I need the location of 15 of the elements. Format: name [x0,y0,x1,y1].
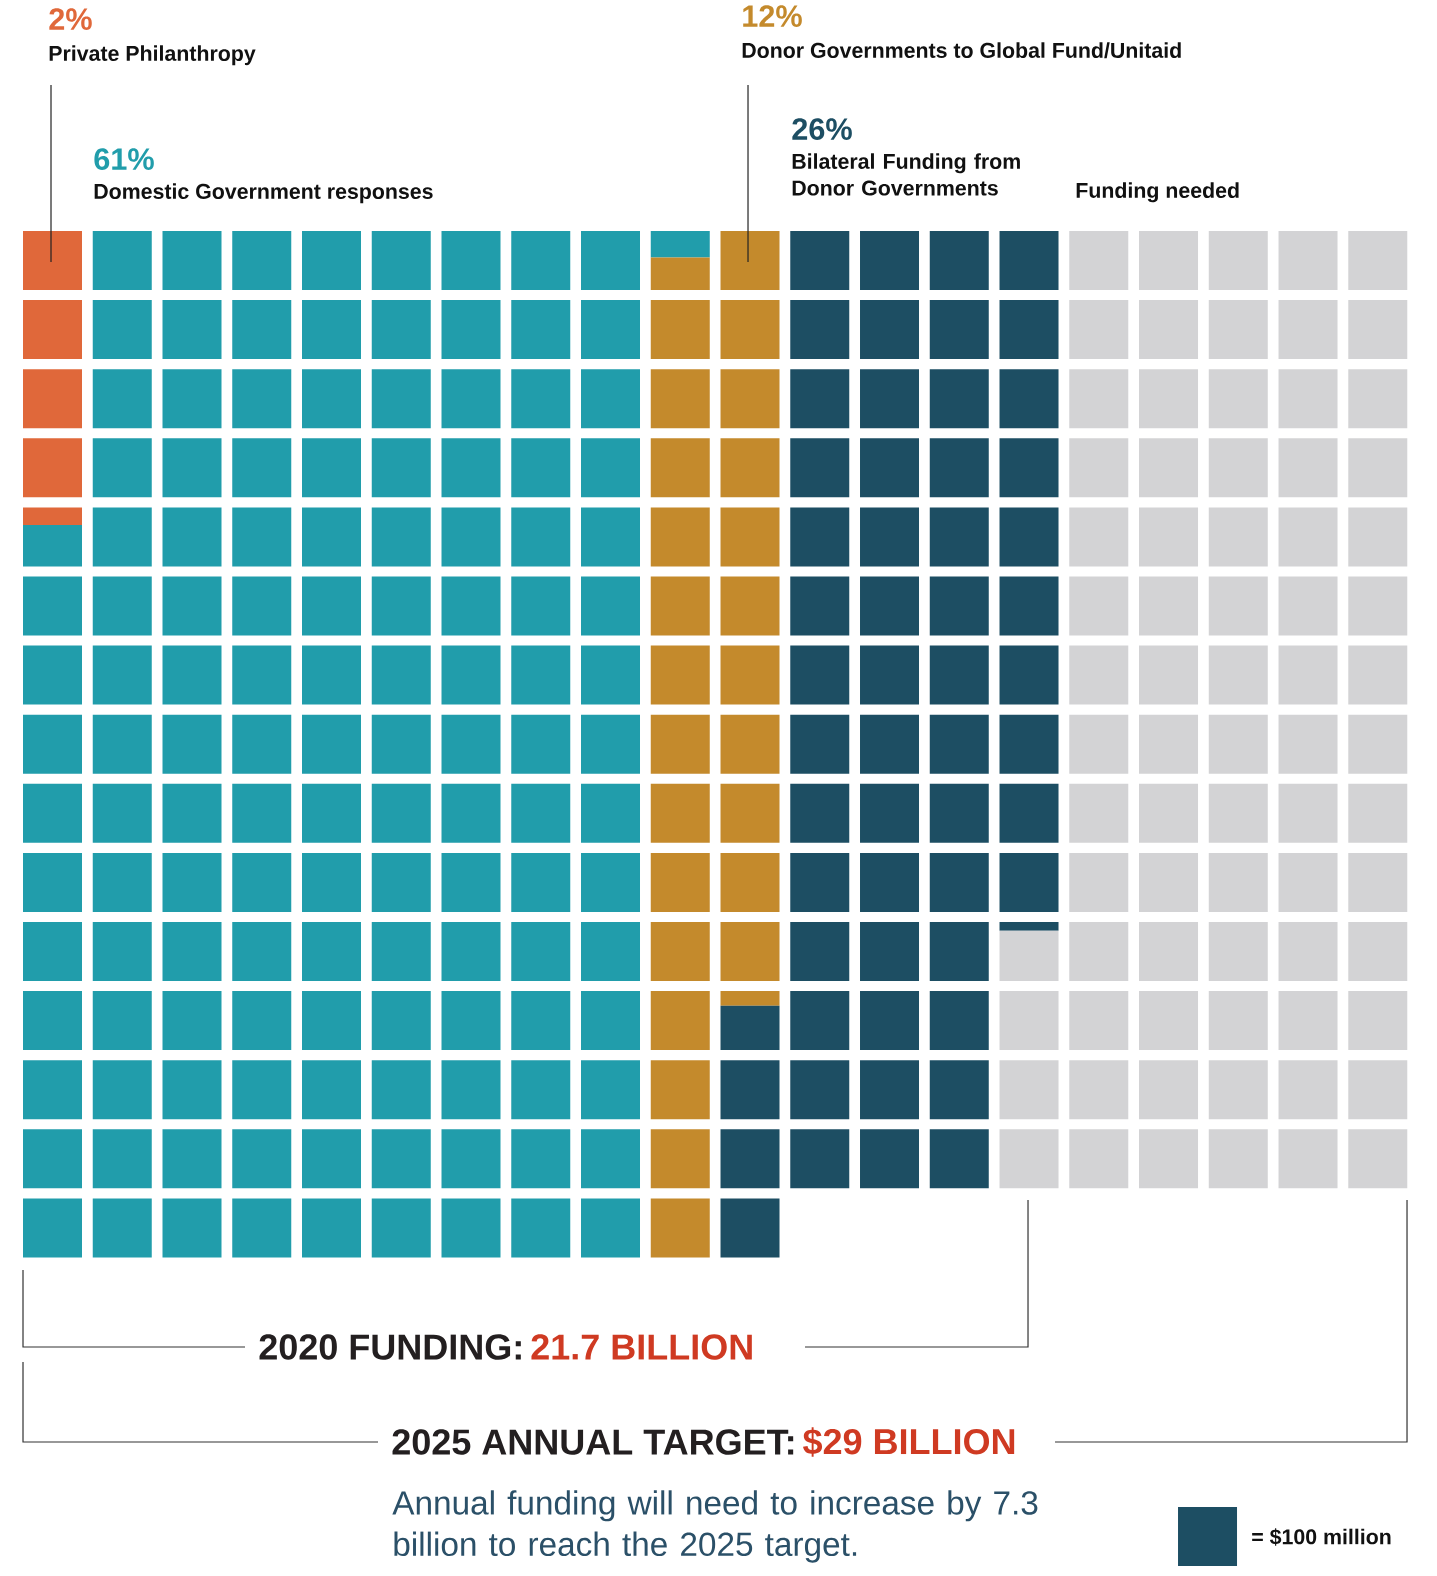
text: 2020 FUNDING: [259,1334,521,1360]
data-label: 61% [94,148,154,170]
text: Annual funding will need to increase by 7.3 billion to reach the 2025 target. [392,1490,1038,1563]
data-label: 2% [49,8,92,30]
category-label: Domestic Government responses [94,183,433,204]
text: 2025 ANNUAL TARGET: [392,1429,794,1455]
data-label: 26% [792,118,852,140]
category-label: Bilateral Funding from Donor Governments [792,153,1020,196]
text: = $100 million [1252,1528,1391,1546]
text: $29 BILLION [803,1427,1015,1457]
data-label: 12% [743,5,802,27]
category-label: Private Philanthropy [49,45,256,66]
category-label: Funding needed [1076,182,1239,203]
category-label: Donor Governments to Global Fund/Unitaid [742,42,1181,59]
text: 21.7 BILLION [531,1334,752,1360]
